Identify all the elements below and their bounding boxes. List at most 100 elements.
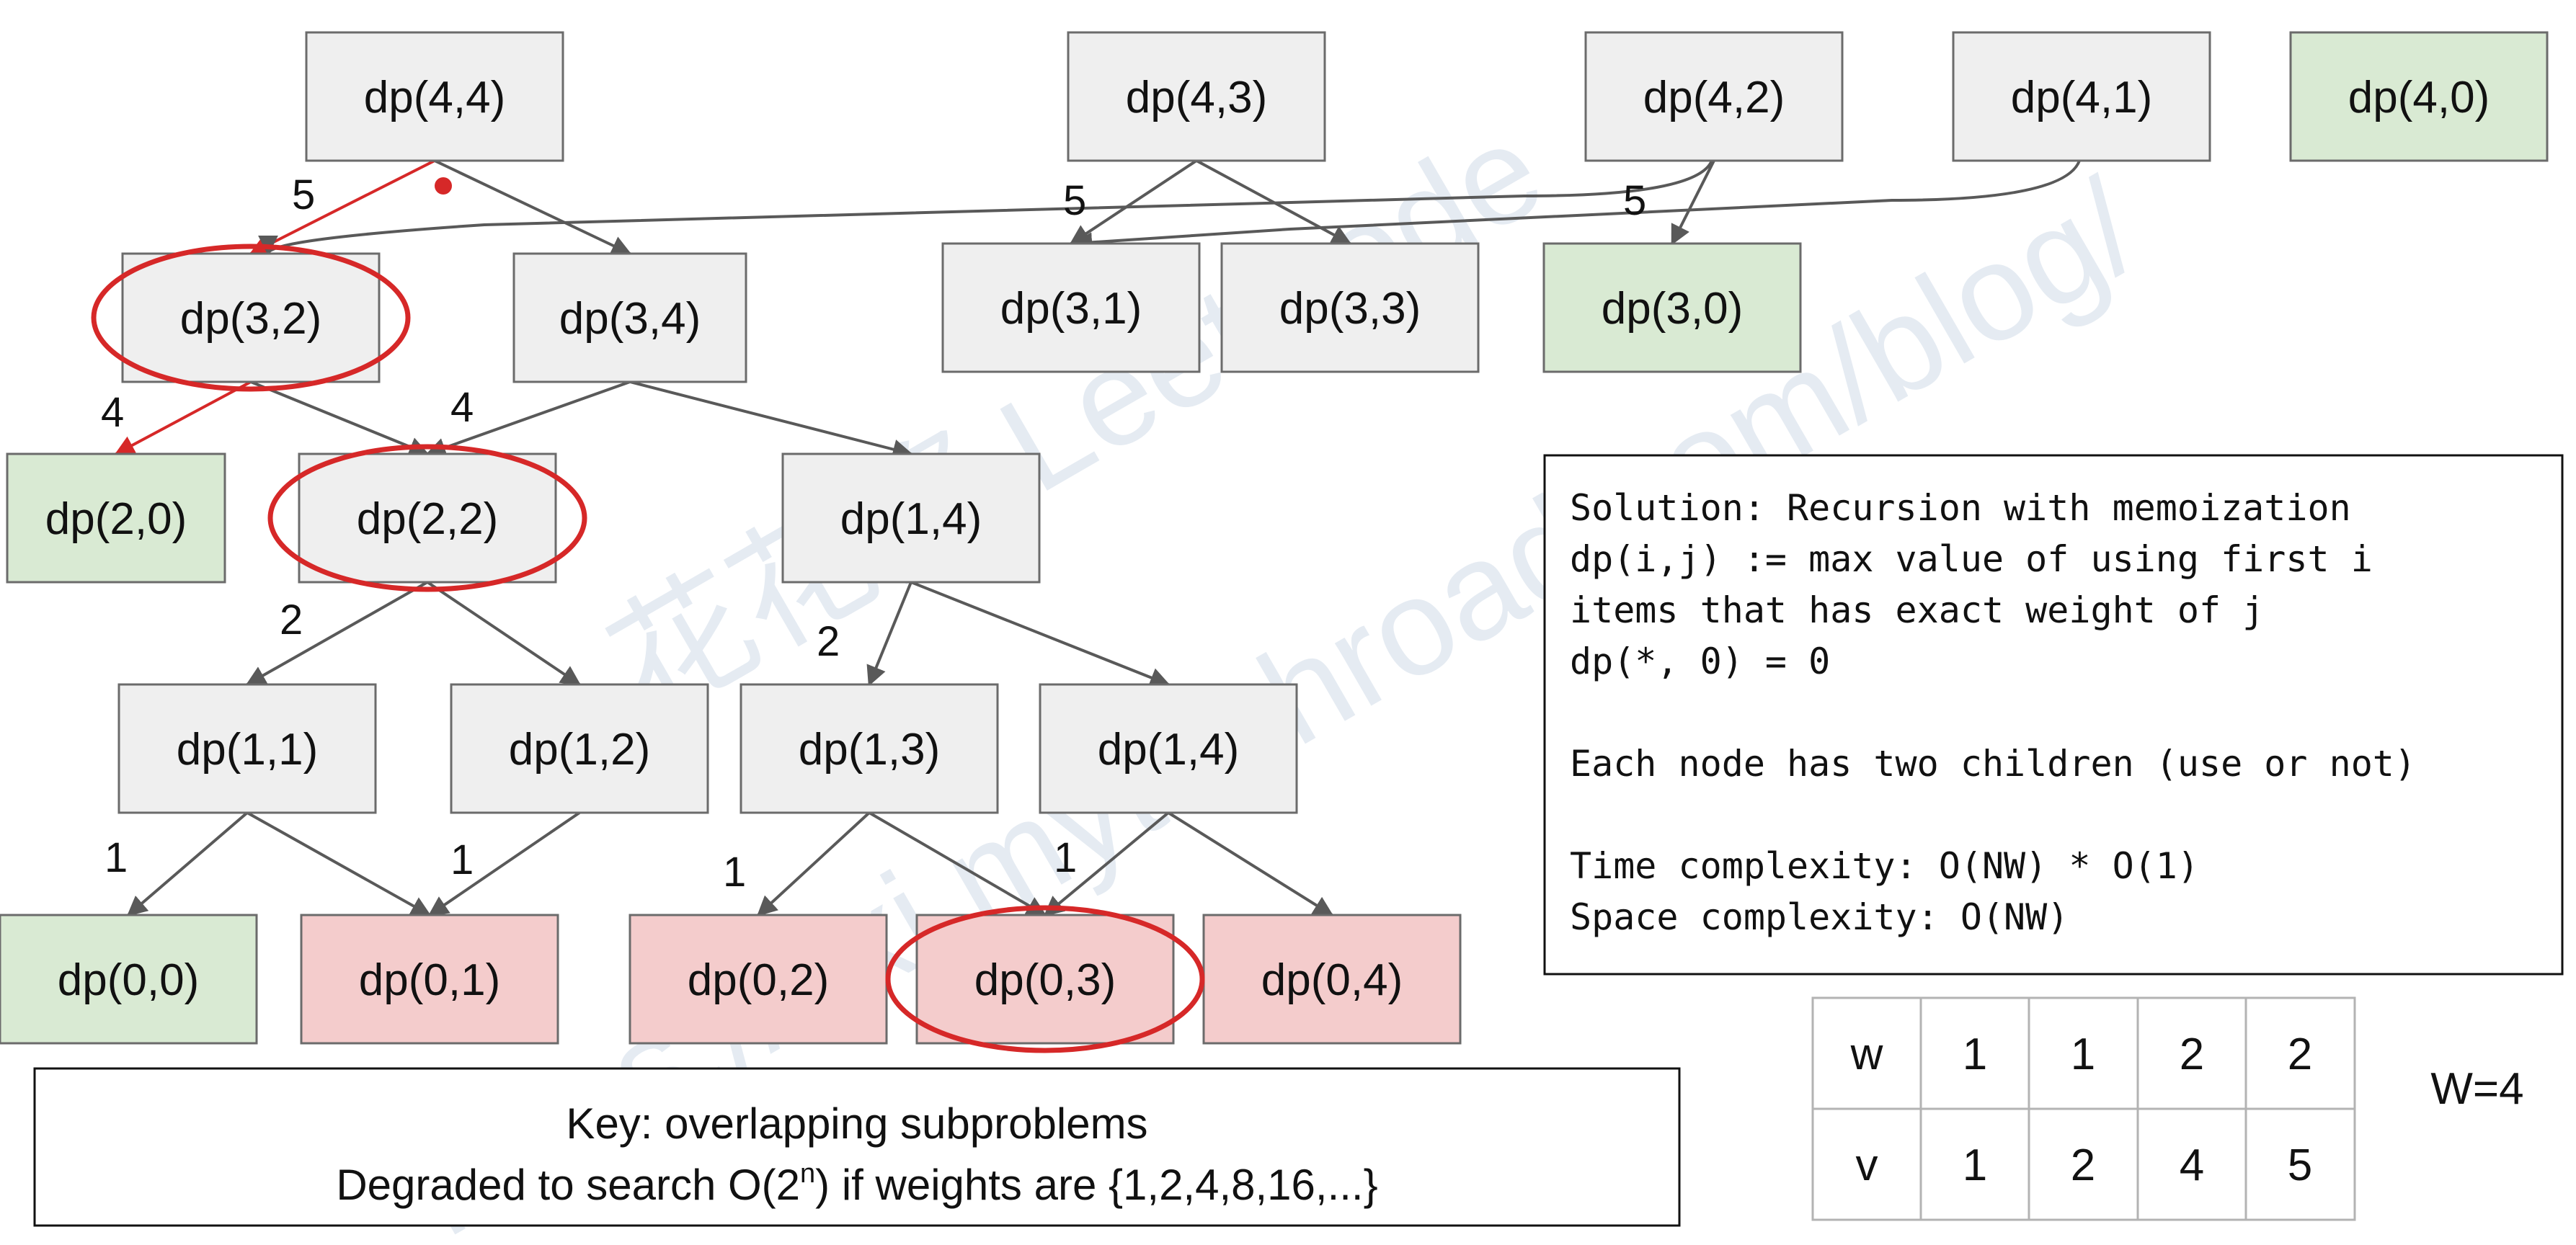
edge-label-3-2: 4 xyxy=(101,389,124,436)
node-label: dp(0,4) xyxy=(1261,955,1403,1005)
node-label: dp(0,2) xyxy=(688,955,829,1005)
node-box xyxy=(1039,683,1298,814)
node-box xyxy=(1067,31,1326,162)
edge-n13-to-n02 xyxy=(756,811,871,916)
node-label: dp(0,3) xyxy=(974,955,1116,1005)
edge-n42-to-n32 xyxy=(258,160,1713,256)
highlight-circles xyxy=(91,244,1205,1053)
node-n14b: dp(1,4) xyxy=(1039,683,1298,814)
edge-label-1-4: 2 xyxy=(817,618,840,665)
node-label: dp(4,0) xyxy=(2348,73,2490,122)
edge-label-1-1: 1 xyxy=(105,834,128,881)
edge-n14a-to-n14b xyxy=(910,581,1171,687)
edge-n13-to-n03 xyxy=(868,811,1047,916)
table-cell-v-4: 5 xyxy=(2288,1141,2312,1190)
solution-line-3: items that has exact weight of j xyxy=(1570,589,2264,631)
table-row-w-header: w xyxy=(1850,1030,1883,1079)
capacity-label: W=4 xyxy=(2430,1064,2523,1114)
node-label: dp(0,1) xyxy=(359,955,500,1005)
node-box xyxy=(0,914,258,1045)
edge-label-4-3: 5 xyxy=(1063,177,1086,224)
solution-line-1: Solution: Recursion with memoization xyxy=(1570,487,2351,529)
edge-label-2-2: 2 xyxy=(280,597,303,643)
node-box xyxy=(941,242,1201,373)
node-box xyxy=(740,683,999,814)
node-n34: dp(3,4) xyxy=(512,252,747,383)
node-label: dp(3,0) xyxy=(1602,284,1743,334)
key-line-2-superscript: n xyxy=(800,1159,815,1189)
solution-line-4: dp(*, 0) = 0 xyxy=(1570,641,1830,682)
node-box xyxy=(1952,31,2211,162)
table-row-v-header: v xyxy=(1856,1141,1878,1190)
node-box xyxy=(121,252,381,383)
key-line-2: Degraded to search O(2n) if weights are … xyxy=(336,1159,1377,1209)
node-n12: dp(1,2) xyxy=(450,683,709,814)
solution-line-2: dp(i,j) := max value of using first i xyxy=(1570,538,2373,580)
edge-labels: 5 5 5 4 4 2 2 1 1 1 1 xyxy=(101,171,1646,896)
edge-label-1-2: 1 xyxy=(450,836,474,883)
edge-n14b-to-n04 xyxy=(1167,811,1334,916)
table-cell-w-2: 1 xyxy=(2071,1030,2095,1079)
node-n00: dp(0,0) xyxy=(0,914,258,1045)
node-n13: dp(1,3) xyxy=(740,683,999,814)
node-label: dp(4,3) xyxy=(1126,73,1267,122)
edge-n32-to-n22 xyxy=(250,380,430,457)
node-box xyxy=(300,914,559,1045)
edge-n44-to-n34 xyxy=(434,159,632,255)
edges xyxy=(114,159,2081,916)
node-n41: dp(4,1) xyxy=(1952,31,2211,162)
node-n43: dp(4,3) xyxy=(1067,31,1326,162)
solution-panel-box xyxy=(1543,454,2564,976)
edge-n42-to-n30 xyxy=(1671,160,1715,246)
edge-n32-to-n20 xyxy=(114,380,252,455)
node-n04: dp(0,4) xyxy=(1202,914,1462,1045)
node-n42: dp(4,2) xyxy=(1584,31,1844,162)
red-dot-marker xyxy=(435,177,452,195)
table-cell-v-3: 4 xyxy=(2180,1141,2204,1190)
node-box xyxy=(305,31,564,162)
node-label: dp(1,2) xyxy=(509,725,650,775)
edge-n14b-to-n03 xyxy=(1043,811,1170,916)
edge-n34-to-n22 xyxy=(425,380,631,458)
node-box xyxy=(1542,242,1802,373)
node-label: dp(1,1) xyxy=(177,725,318,775)
table-cell-v-1: 1 xyxy=(1963,1141,1987,1190)
node-n31: dp(3,1) xyxy=(941,242,1201,373)
node-label: dp(1,4) xyxy=(1098,725,1239,775)
node-box xyxy=(1220,242,1480,373)
node-n22: dp(2,2) xyxy=(298,452,557,584)
solution-panel: Solution: Recursion with memoization dp(… xyxy=(1543,454,2564,976)
node-box xyxy=(915,914,1175,1045)
node-n32: dp(3,2) xyxy=(121,252,381,383)
node-label: dp(4,4) xyxy=(364,73,505,122)
edge-n22-to-n11 xyxy=(245,581,428,686)
node-n02: dp(0,2) xyxy=(629,914,888,1045)
node-n33: dp(3,3) xyxy=(1220,242,1480,373)
edge-n11-to-n01 xyxy=(247,811,432,916)
key-box: Key: overlapping subproblems Degraded to… xyxy=(33,1067,1681,1227)
node-label: dp(2,0) xyxy=(45,494,187,544)
node-label: dp(3,3) xyxy=(1279,284,1421,334)
node-n01: dp(0,1) xyxy=(300,914,559,1045)
table-cell-v-2: 2 xyxy=(2071,1141,2095,1190)
edge-label-1-3: 1 xyxy=(723,849,746,896)
edge-n22-to-n12 xyxy=(426,581,582,686)
node-label: dp(1,4) xyxy=(840,494,982,544)
edge-n43-to-n33 xyxy=(1196,159,1352,245)
table-cell-w-3: 2 xyxy=(2180,1030,2204,1079)
node-box xyxy=(2289,31,2549,162)
node-label: dp(4,1) xyxy=(2011,73,2152,122)
node-box xyxy=(450,683,709,814)
edge-label-1-4b: 1 xyxy=(1054,834,1077,881)
node-n03: dp(0,3) xyxy=(915,914,1175,1045)
nodes: dp(4,4) dp(4,3) dp(4,2) dp(4,1) dp(4,0) dp(3,… xyxy=(0,31,2549,1045)
highlight-circle-n03 xyxy=(885,905,1205,1053)
solution-line-8: Time complexity: O(NW) * O(1) xyxy=(1570,845,2199,887)
key-line-1: Key: overlapping subproblems xyxy=(566,1099,1147,1148)
edge-n41-to-n31 xyxy=(1072,160,2081,253)
edge-n14a-to-n13 xyxy=(866,581,912,687)
node-box xyxy=(629,914,888,1045)
node-n44: dp(4,4) xyxy=(305,31,564,162)
edge-n12-to-n01 xyxy=(427,811,581,916)
node-box xyxy=(781,452,1041,584)
